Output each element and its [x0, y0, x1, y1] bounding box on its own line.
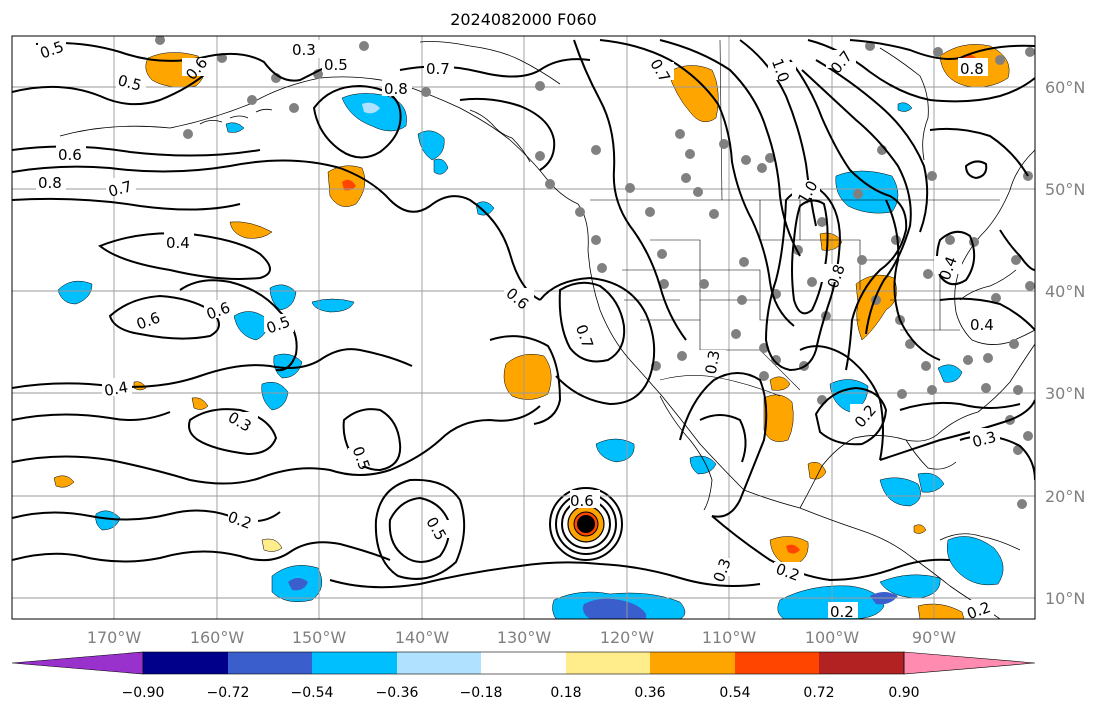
- colorbar-segment: [481, 652, 566, 674]
- colorbar-tick-label: 0.18: [550, 685, 581, 701]
- colorbar-tick-label: −0.18: [460, 685, 503, 701]
- contour-label: 0.3: [292, 41, 316, 59]
- colorbar-segment: [566, 652, 650, 674]
- map-field: 0.5 0.3 0.5 0.7 0.8 0.6 0.5 0.6 0.8 0.7 …: [12, 36, 1035, 623]
- contour-label: 0.8: [960, 60, 984, 78]
- contour-label: 0.5: [116, 71, 144, 95]
- contour-labels: 0.5 0.3 0.5 0.7 0.8 0.6 0.5 0.6 0.8 0.7 …: [36, 37, 1000, 623]
- colorbar-tick-label: −0.36: [376, 685, 419, 701]
- contour-label: 0.2: [964, 598, 993, 623]
- contour-label: 0.4: [103, 378, 130, 400]
- colorbar-extend-low: [11, 651, 144, 675]
- graticule: [12, 36, 1035, 619]
- colorbar-tick-label: −0.54: [291, 685, 334, 701]
- colorbar-tick-label: 0.90: [888, 685, 919, 701]
- map-title: 2024082000 F060: [450, 10, 597, 29]
- lon-label: 140°W: [395, 628, 450, 647]
- lat-label: 60°N: [1045, 78, 1085, 97]
- contour-label: 0.3: [702, 349, 724, 376]
- contour-label: 0.2: [830, 603, 854, 621]
- colorbar-segment: [819, 652, 904, 674]
- lon-label: 90°W: [912, 628, 956, 647]
- lon-label: 150°W: [292, 628, 347, 647]
- lat-label: 40°N: [1045, 282, 1085, 301]
- contour-label: 0.3: [970, 428, 998, 452]
- lon-label: 170°W: [87, 628, 142, 647]
- lat-label: 10°N: [1045, 589, 1085, 608]
- map-frame: [11, 35, 1036, 620]
- colorbar-segment: [650, 652, 735, 674]
- lat-label: 30°N: [1045, 384, 1085, 403]
- contour-label: 0.6: [570, 492, 594, 510]
- contour-label: 0.4: [166, 234, 190, 252]
- colorbar-segment: [735, 652, 819, 674]
- colorbar-segment: [143, 652, 228, 674]
- colorbar: −0.90 −0.72 −0.54 −0.36 −0.18 0.18 0.36 …: [11, 651, 1036, 701]
- colorbar-tick-label: 0.72: [803, 685, 834, 701]
- colorbar-segment: [312, 652, 397, 674]
- colorbar-tick-label: 0.54: [719, 685, 750, 701]
- lon-label: 120°W: [600, 628, 655, 647]
- borders: [590, 39, 1000, 397]
- vortex: [549, 487, 623, 561]
- station-markers: [155, 36, 1035, 509]
- colorbar-tick-label: −0.72: [207, 685, 250, 701]
- lon-label: 130°W: [497, 628, 552, 647]
- contour-label: 0.4: [970, 316, 994, 334]
- lon-label: 110°W: [702, 628, 757, 647]
- colorbar-segment: [397, 652, 481, 674]
- lon-label: 100°W: [805, 628, 860, 647]
- colorbar-extend-high: [903, 651, 1036, 675]
- longitude-labels: 170°W 160°W 150°W 140°W 130°W 120°W 110°…: [87, 628, 956, 647]
- colorbar-segment: [228, 652, 312, 674]
- contour-label: 0.8: [38, 174, 62, 192]
- lon-label: 160°W: [190, 628, 245, 647]
- colorbar-tick-label: −0.90: [122, 685, 165, 701]
- colorbar-tick-label: 0.36: [634, 685, 665, 701]
- latitude-labels: 60°N 50°N 40°N 30°N 20°N 10°N: [1045, 78, 1085, 608]
- contour-label: 0.8: [384, 80, 408, 98]
- contour-label: 0.5: [324, 56, 348, 74]
- contour-label: 0.7: [426, 60, 450, 78]
- lat-label: 50°N: [1045, 180, 1085, 199]
- lat-label: 20°N: [1045, 487, 1085, 506]
- contour-label: 0.6: [58, 146, 82, 164]
- contour-label: 0.7: [106, 177, 134, 201]
